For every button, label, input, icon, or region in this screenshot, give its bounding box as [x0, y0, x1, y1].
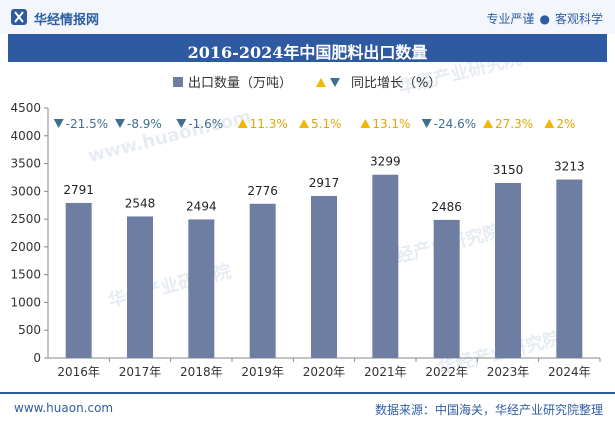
huajing-logo-icon	[11, 9, 27, 25]
x-tick-label: 2024年	[548, 365, 591, 379]
y-tick-label: 3000	[10, 184, 41, 198]
y-tick-label: 2500	[10, 212, 41, 226]
title-bar: 2016-2024年中国肥料出口数量	[8, 34, 607, 62]
growth-label: -24.6%	[434, 117, 476, 131]
y-tick-label: 3500	[10, 157, 41, 171]
bar-value-label: 2548	[125, 196, 156, 210]
bar	[188, 219, 215, 358]
bar	[311, 195, 337, 358]
top-bar: 华经情报网 专业严谨 ● 客观科学	[0, 0, 615, 34]
bar-value-label: 3213	[554, 160, 585, 174]
growth-label: 27.3%	[495, 117, 533, 131]
x-tick-label: 2021年	[364, 365, 407, 379]
x-tick-label: 2020年	[303, 365, 346, 379]
y-tick-label: 1000	[10, 295, 41, 309]
bar-value-label: 3150	[493, 163, 524, 177]
slogan-right: 客观科学	[554, 12, 603, 26]
x-tick-label: 2023年	[487, 365, 530, 379]
y-tick-label: 500	[18, 323, 41, 337]
slogan: 专业严谨 ● 客观科学	[486, 10, 603, 27]
y-tick-label: 1500	[10, 268, 41, 282]
bar	[65, 202, 92, 358]
bar	[127, 216, 153, 358]
growth-down-triangle-icon	[115, 119, 125, 128]
chart-area: 华经产业研究院www.huaon.com华经产业研究院华经产业研究院华经产业研究…	[10, 62, 601, 379]
growth-down-triangle-icon	[421, 119, 432, 128]
growth-up-triangle-icon	[299, 119, 309, 128]
growth-up-triangle-icon	[360, 119, 371, 128]
legend-down-triangle-icon	[330, 78, 340, 87]
growth-label: 2%	[556, 117, 575, 131]
bar-value-label: 2486	[431, 200, 462, 214]
footer-divider	[0, 392, 615, 394]
growth-label: 5.1%	[311, 117, 342, 131]
bar-value-label: 2776	[247, 184, 278, 198]
x-tick-label: 2022年	[425, 365, 468, 379]
bar-value-label: 3299	[370, 155, 401, 169]
y-tick-label: 4500	[10, 101, 41, 115]
bar-value-label: 2917	[309, 176, 340, 190]
growth-label: -8.9%	[127, 117, 162, 131]
growth-up-triangle-icon	[544, 119, 555, 128]
separator-dot-icon: ●	[539, 12, 550, 26]
y-tick-label: 2000	[10, 240, 41, 254]
growth-up-triangle-icon	[483, 119, 493, 128]
footer-website[interactable]: www.huaon.com	[14, 401, 114, 415]
x-tick-label: 2017年	[119, 365, 162, 379]
bar-value-label: 2494	[186, 199, 217, 213]
watermark-url: www.huaon.com	[86, 106, 253, 167]
growth-up-triangle-icon	[237, 119, 248, 128]
legend-label-volume: 出口数量（万吨）	[188, 76, 292, 91]
legend-bar-swatch	[173, 77, 183, 87]
footer-source: 数据来源：中国海关，华经产业研究院整理	[374, 403, 603, 417]
brand-name: 华经情报网	[34, 13, 100, 28]
bar	[433, 219, 460, 358]
slogan-left: 专业严谨	[486, 12, 535, 26]
x-tick-label: 2018年	[180, 365, 223, 379]
growth-down-triangle-icon	[176, 119, 187, 128]
bar	[495, 183, 521, 358]
growth-label: -21.5%	[66, 117, 108, 131]
y-tick-label: 4000	[10, 129, 41, 143]
legend-up-triangle-icon	[316, 78, 326, 87]
y-tick-label: 0	[33, 351, 41, 365]
growth-down-triangle-icon	[53, 119, 64, 128]
x-tick-label: 2016年	[57, 365, 100, 379]
bar	[372, 174, 399, 358]
bar	[556, 179, 583, 358]
chart-title: 2016-2024年中国肥料出口数量	[187, 43, 428, 62]
bar-value-label: 2791	[63, 183, 94, 197]
bar	[249, 203, 276, 358]
legend-label-growth: 同比增长（%）	[351, 76, 441, 91]
growth-label: 13.1%	[372, 117, 410, 131]
growth-label: -1.6%	[188, 117, 223, 131]
growth-label: 11.3%	[250, 117, 288, 131]
x-tick-label: 2019年	[241, 365, 284, 379]
